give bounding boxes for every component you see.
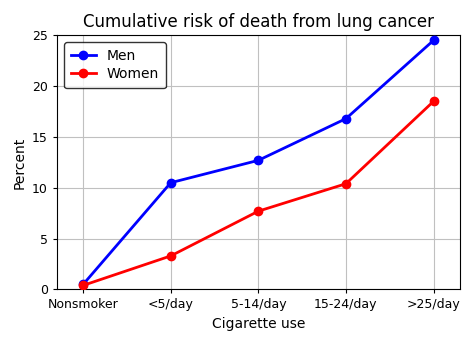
Men bbox=[168, 181, 173, 185]
Men bbox=[80, 282, 86, 287]
Women bbox=[80, 283, 86, 287]
Men bbox=[255, 158, 261, 162]
X-axis label: Cigarette use: Cigarette use bbox=[212, 317, 305, 331]
Men bbox=[431, 38, 437, 42]
Women bbox=[343, 181, 349, 186]
Women bbox=[168, 254, 173, 258]
Legend: Men, Women: Men, Women bbox=[64, 42, 166, 88]
Women bbox=[255, 209, 261, 213]
Y-axis label: Percent: Percent bbox=[12, 136, 27, 189]
Line: Men: Men bbox=[79, 36, 438, 288]
Title: Cumulative risk of death from lung cancer: Cumulative risk of death from lung cance… bbox=[83, 13, 434, 31]
Women bbox=[431, 99, 437, 103]
Line: Women: Women bbox=[79, 97, 438, 289]
Men bbox=[343, 116, 349, 121]
